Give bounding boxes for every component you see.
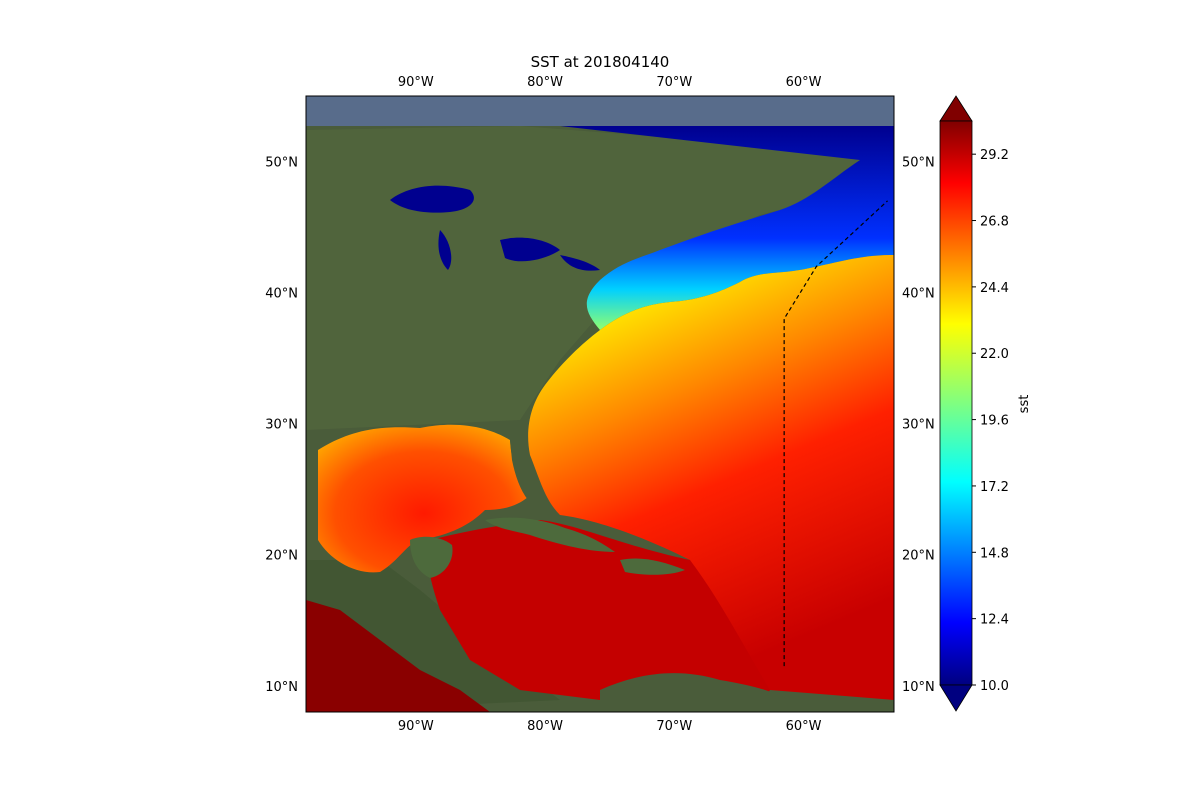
longitude-tick-label: 90°W (398, 75, 434, 90)
caribbean-sst (428, 520, 770, 705)
colorbar-tick-label: 14.8 (980, 546, 1009, 561)
north-atlantic-cold-water (560, 126, 894, 330)
latitude-tick-label: 30°N (265, 418, 298, 433)
colorbar: 10.0 12.4 14.8 17.2 19.6 22.0 24.4 26.8 29.2 sst (939, 95, 1032, 712)
colorbar-tick-label: 24.4 (980, 281, 1009, 296)
latitude-tick-label: 40°N (265, 287, 298, 302)
colorbar-tick-label: 26.8 (980, 215, 1009, 230)
longitude-tick-label: 80°W (527, 75, 563, 90)
florida-land (510, 440, 534, 500)
colorbar-tick-label: 10.0 (980, 679, 1009, 694)
colorbar-extend-max (939, 95, 973, 122)
colorbar-tick-label: 17.2 (980, 480, 1009, 495)
map-title: SST at 201804140 (531, 53, 670, 71)
longitude-tick-label: 90°W (398, 719, 434, 734)
longitude-tick-label: 60°W (786, 719, 822, 734)
colorbar-tick-label: 19.6 (980, 414, 1009, 429)
colorbar-tick-label: 29.2 (980, 148, 1009, 163)
latitude-tick-label: 30°N (902, 418, 935, 433)
colorbar-body (939, 120, 973, 686)
colorbar-tick-label: 22.0 (980, 347, 1009, 362)
latitude-tick-label: 50°N (902, 156, 935, 171)
map-area (306, 96, 894, 712)
colorbar-extend-min (939, 684, 973, 712)
colorbar-ticks: 10.0 12.4 14.8 17.2 19.6 22.0 24.4 26.8 29.2 (972, 148, 1009, 694)
latitude-tick-label: 20°N (902, 549, 935, 564)
latitude-tick-label: 20°N (265, 549, 298, 564)
gulf-of-mexico-sst (318, 424, 530, 573)
longitude-tick-label: 80°W (527, 719, 563, 734)
latitude-tick-label: 50°N (265, 156, 298, 171)
colorbar-label: sst (1017, 395, 1032, 414)
hispaniola-land (620, 558, 685, 575)
atlantic-sst-field (528, 255, 894, 700)
yucatan-land (410, 536, 453, 578)
latitude-tick-label: 40°N (902, 287, 935, 302)
boundary-dashed-line (783, 200, 888, 667)
longitude-tick-label: 60°W (786, 75, 822, 90)
south-america-coast (600, 673, 790, 712)
colorbar-tick-label: 12.4 (980, 613, 1009, 628)
great-lakes (390, 185, 600, 271)
longitude-ticks-bottom: 90°W 80°W 70°W 60°W (398, 719, 822, 734)
map-frame (305, 95, 895, 713)
latitude-tick-label: 10°N (902, 680, 935, 695)
longitude-ticks-top: 90°W 80°W 70°W 60°W (398, 75, 822, 90)
pacific-sst (306, 600, 490, 712)
north-sky-strip (306, 96, 894, 126)
latitude-tick-label: 10°N (265, 680, 298, 695)
latitude-ticks-left: 10°N 20°N 30°N 40°N 50°N (265, 156, 298, 695)
cuba-land (485, 517, 615, 552)
latitude-ticks-right: 10°N 20°N 30°N 40°N 50°N (902, 156, 935, 695)
longitude-tick-label: 70°W (656, 75, 692, 90)
longitude-tick-label: 70°W (656, 719, 692, 734)
